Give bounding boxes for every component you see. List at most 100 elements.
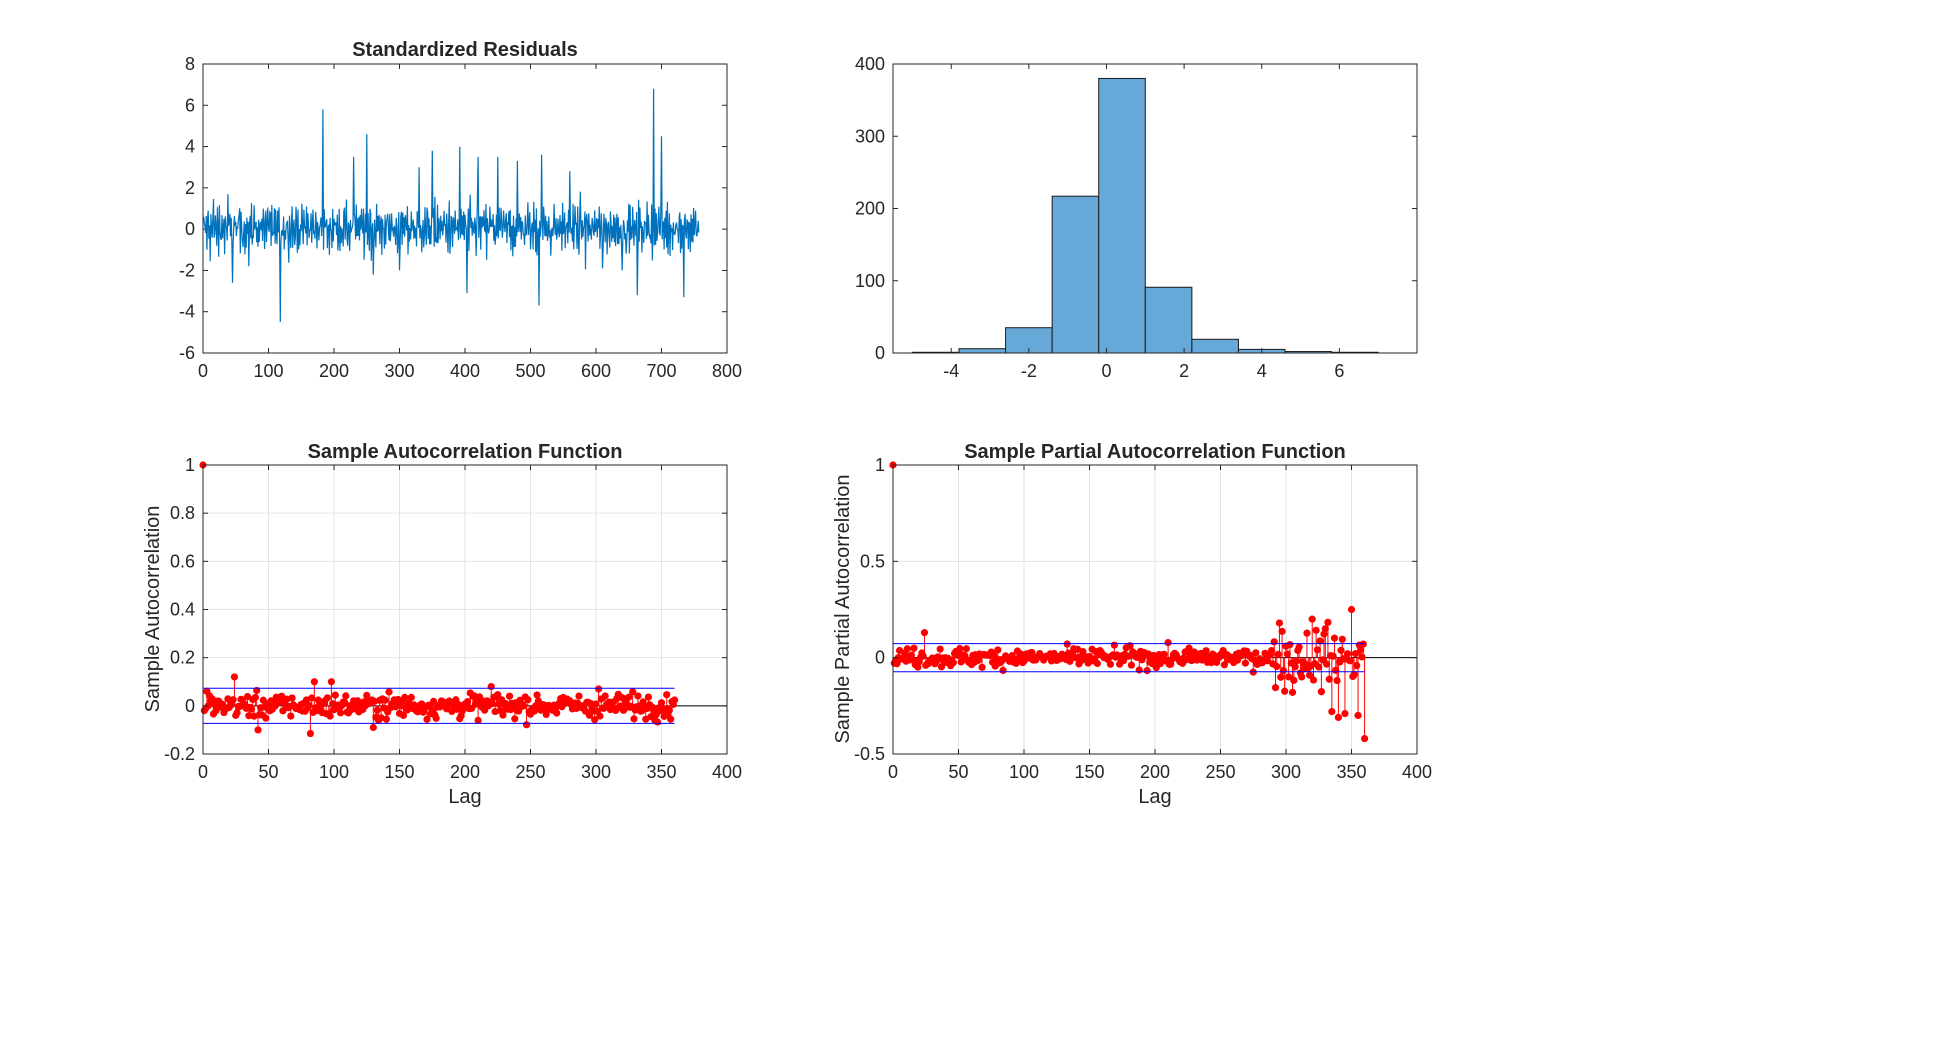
- pacf-stem-marker: [1127, 661, 1136, 669]
- acf-stem-marker: [575, 692, 583, 700]
- acf-stem-marker: [524, 696, 532, 704]
- acf-stem-marker: [423, 715, 431, 723]
- pacf-stem-marker: [1298, 673, 1306, 681]
- acf-stem-marker: [595, 685, 603, 693]
- pacf-stem-marker: [1264, 657, 1272, 665]
- acf-stem-marker: [279, 707, 287, 715]
- acf-stem-marker: [511, 715, 519, 723]
- pacf-stem-marker: [1252, 649, 1260, 657]
- acf-stem-marker: [494, 691, 502, 699]
- pacf-stem-marker: [1324, 618, 1332, 626]
- pacf-stem-marker: [1286, 641, 1294, 649]
- pacf-xlabel: Lag: [1138, 786, 1171, 808]
- pacf-ytick-label: 0: [875, 648, 885, 668]
- acf-stem-marker: [251, 693, 259, 702]
- pacf-stem-marker: [1281, 687, 1289, 695]
- pacf-stem-marker: [1273, 662, 1281, 671]
- histogram-bar: [1098, 77, 1146, 354]
- pacf-stem-marker: [1193, 656, 1201, 664]
- acf-stem-marker: [630, 715, 638, 723]
- pacf-stem-marker: [936, 645, 944, 653]
- pacf-xtick-label: 50: [948, 762, 968, 782]
- pacf-stem-marker: [910, 644, 918, 652]
- acf-stem-marker: [331, 691, 339, 699]
- acf-stem-marker: [592, 700, 600, 708]
- acf-stem-marker: [247, 705, 256, 713]
- acf-confidence-bounds: [203, 687, 675, 724]
- pacf-stem-marker: [1308, 615, 1316, 623]
- pacf-xtick-label: 350: [1336, 762, 1366, 782]
- acf-stem-marker: [382, 715, 390, 723]
- histogram-ytick-label: 400: [855, 54, 885, 74]
- pacf-stem-marker: [1351, 650, 1360, 658]
- pacf-stem-marker: [1279, 667, 1287, 675]
- acf-stem-marker: [542, 710, 550, 719]
- pacf-stem-marker: [1267, 646, 1276, 655]
- pacf-stem-marker: [1220, 661, 1229, 669]
- acf-xtick-label: 150: [384, 762, 414, 782]
- residuals-xtick-label: 0: [198, 361, 208, 381]
- acf-stem-marker: [288, 694, 296, 702]
- acf-xlabel: Lag: [448, 786, 481, 808]
- pacf-stem-marker: [1347, 605, 1356, 614]
- pacf-stem-marker: [1313, 646, 1322, 654]
- acf-xtick-label: 50: [258, 762, 278, 782]
- pacf-stem-marker: [1323, 660, 1331, 668]
- pacf-panel: Sample Partial Autocorrelation Function …: [832, 441, 1432, 808]
- residuals-xtick-label: 200: [319, 361, 349, 381]
- pacf-stem-marker: [1143, 667, 1151, 675]
- pacf-stem-marker: [920, 629, 929, 637]
- histogram-bar: [1191, 338, 1239, 354]
- pacf-stem-marker: [1317, 688, 1325, 696]
- pacf-stem-marker: [1316, 637, 1324, 645]
- acf-stem-marker: [230, 673, 239, 681]
- residuals-ytick-label: -2: [179, 260, 195, 280]
- acf-stem-marker: [629, 688, 637, 696]
- pacf-stem-marker: [1290, 676, 1298, 684]
- pacf-stem-marker: [1303, 629, 1311, 637]
- pacf-stem-marker: [1270, 638, 1278, 646]
- pacf-stem-marker: [994, 646, 1002, 654]
- acf-stem-marker: [381, 696, 389, 704]
- acf-ytick-label: 0: [185, 696, 195, 716]
- acf-stem-marker: [663, 691, 671, 699]
- pacf-ylabel: Sample Partial Autocorrelation: [832, 474, 854, 743]
- pacf-stem-marker: [1164, 639, 1172, 647]
- pacf-stem-marker: [1346, 657, 1354, 665]
- pacf-xtick-label: 150: [1074, 762, 1104, 782]
- pacf-stem-marker: [1343, 650, 1352, 658]
- residuals-axes-box: [202, 63, 728, 354]
- residuals-series-line: [203, 88, 700, 323]
- pacf-stem-marker: [1278, 627, 1286, 635]
- pacf-stem-marker: [1337, 646, 1345, 654]
- acf-stem-marker: [667, 715, 675, 723]
- pacf-stem-marker: [1066, 657, 1074, 665]
- pacf-xtick-label: 100: [1009, 762, 1039, 782]
- pacf-stem-marker: [1305, 671, 1314, 679]
- residuals-xtick-label: 700: [646, 361, 676, 381]
- acf-title: Sample Autocorrelation Function: [308, 441, 623, 463]
- acf-stem-marker: [385, 688, 393, 696]
- pacf-stem-marker: [1315, 663, 1323, 671]
- acf-panel: Sample Autocorrelation Function 0 50 100 15…: [142, 441, 742, 808]
- acf-stem-marker: [407, 693, 415, 702]
- pacf-stem-marker: [1008, 651, 1016, 660]
- pacf-stem-marker: [1334, 713, 1342, 721]
- acf-stem-marker: [336, 709, 345, 717]
- acf-stem-marker: [601, 692, 609, 700]
- acf-xtick-label: 400: [712, 762, 742, 782]
- pacf-stem-marker: [956, 644, 964, 653]
- acf-stem-marker: [487, 682, 495, 691]
- pacf-stem-marker: [1135, 666, 1143, 674]
- pacf-stem-marker: [1185, 644, 1193, 652]
- residuals-ytick-label: -6: [179, 343, 195, 363]
- pacf-stem-marker: [1295, 643, 1303, 651]
- histogram-axes-box: [892, 63, 1418, 354]
- residuals-xtick-label: 400: [450, 361, 480, 381]
- residuals-ytick-label: -4: [179, 302, 195, 322]
- pacf-stem-marker: [1079, 647, 1087, 656]
- pacf-stem-marker: [1333, 676, 1341, 685]
- acf-stem-marker: [401, 693, 409, 701]
